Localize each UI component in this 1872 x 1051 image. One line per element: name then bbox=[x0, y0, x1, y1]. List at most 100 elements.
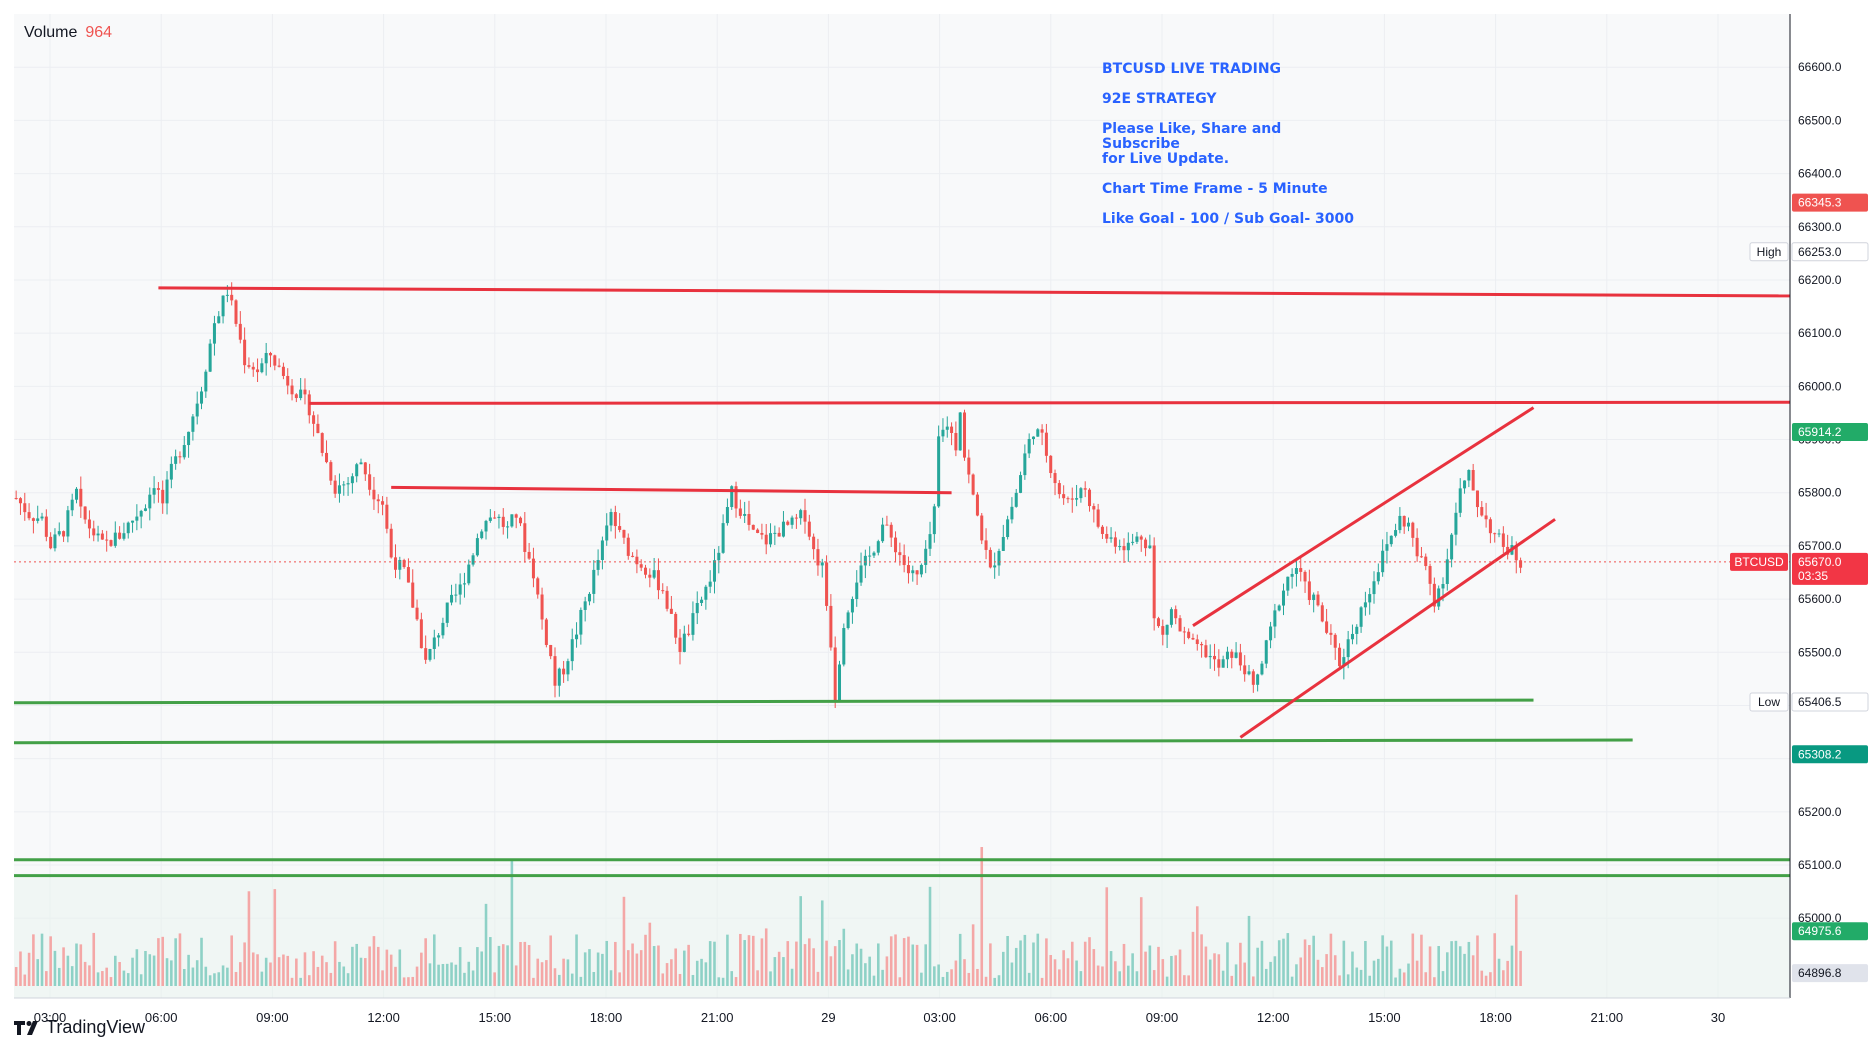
candle-body bbox=[1480, 507, 1484, 516]
time-tick-label: 03:00 bbox=[34, 1010, 67, 1025]
time-tick-label: 09:00 bbox=[256, 1010, 289, 1025]
candle-body bbox=[721, 523, 725, 553]
candle-body bbox=[230, 294, 234, 301]
candle-body bbox=[1049, 455, 1053, 474]
candle-body bbox=[1156, 618, 1160, 627]
candle-body bbox=[967, 457, 971, 475]
candle-body bbox=[1342, 657, 1346, 667]
candle-body bbox=[161, 489, 165, 504]
volume-bar bbox=[1083, 941, 1087, 986]
candle-body bbox=[118, 532, 122, 539]
candle-body bbox=[475, 538, 479, 556]
volume-bar bbox=[997, 975, 1001, 986]
candle-body bbox=[915, 570, 919, 575]
candle-body bbox=[506, 526, 510, 528]
candle-body bbox=[1195, 639, 1199, 645]
volume-bar bbox=[695, 960, 699, 986]
candle-body bbox=[221, 295, 225, 317]
candle-body bbox=[1264, 640, 1268, 664]
volume-bar bbox=[545, 960, 548, 986]
volume-bar bbox=[161, 936, 165, 986]
price-axis[interactable]: 66600.0 66500.0 66400.0 66300.0 66200.0 66100… bbox=[1730, 0, 1872, 1051]
volume-bar bbox=[691, 974, 695, 986]
candle-body bbox=[1187, 631, 1191, 638]
candle-body bbox=[769, 533, 773, 545]
candle-body bbox=[1281, 590, 1286, 606]
volume-bar bbox=[1489, 972, 1492, 986]
candle-body bbox=[74, 488, 79, 500]
time-tick-label: 15:00 bbox=[479, 1010, 512, 1025]
volume-bar bbox=[734, 977, 738, 986]
candle-body bbox=[31, 518, 35, 521]
volume-bar bbox=[1342, 940, 1346, 986]
volume-bar bbox=[1045, 938, 1048, 986]
support-line bbox=[13, 738, 1633, 745]
candle-body bbox=[501, 516, 505, 527]
time-axis[interactable]: 03:00 06:00 09:00 12:00 15:00 18:00 21:00 29 03:… bbox=[14, 997, 1790, 1025]
volume-bar bbox=[1049, 955, 1053, 986]
volume-bar bbox=[1058, 969, 1061, 986]
candle-body bbox=[1329, 632, 1333, 635]
volume-bar bbox=[182, 968, 186, 986]
candle-body bbox=[454, 594, 458, 596]
volume-indicator-label[interactable]: Volume 964 bbox=[24, 24, 112, 42]
volume-bar bbox=[1364, 941, 1367, 986]
candle-body bbox=[1027, 439, 1031, 454]
candle-body bbox=[1148, 545, 1152, 549]
volume-bar bbox=[364, 958, 367, 986]
volume-bar bbox=[920, 972, 923, 986]
volume-bar bbox=[1316, 959, 1320, 986]
candle-body bbox=[100, 533, 104, 540]
volume-bar bbox=[519, 942, 522, 986]
candle-body bbox=[398, 560, 402, 570]
volume-bar bbox=[213, 973, 216, 986]
volume-bar bbox=[269, 962, 272, 986]
volume-bar bbox=[1450, 941, 1453, 986]
brand-name: TradingView bbox=[46, 1017, 146, 1037]
candle-body bbox=[803, 510, 807, 522]
candle-body bbox=[480, 531, 484, 539]
volume-bar bbox=[53, 950, 57, 986]
volume-bar bbox=[769, 971, 772, 986]
candle-body bbox=[587, 593, 591, 602]
candle-body bbox=[833, 647, 837, 701]
tradingview-branding[interactable]: TradingView bbox=[14, 1017, 145, 1038]
candle-body bbox=[975, 494, 979, 516]
candle-body bbox=[1135, 536, 1139, 542]
price-label-text: 65406.5 bbox=[1798, 695, 1842, 709]
price-label-text: 66345.3 bbox=[1798, 196, 1842, 210]
candle-body bbox=[337, 485, 341, 494]
volume-bar bbox=[1226, 942, 1229, 986]
candle-body bbox=[747, 513, 751, 525]
candle-body bbox=[984, 540, 988, 550]
candle-body bbox=[626, 537, 630, 556]
volume-bar bbox=[881, 969, 884, 986]
volume-bar bbox=[751, 935, 755, 986]
candle-body bbox=[458, 584, 462, 595]
volume-bar bbox=[808, 938, 811, 986]
candle-body bbox=[695, 602, 699, 614]
countdown-text: 03:35 bbox=[1798, 569, 1828, 583]
volume-bar bbox=[101, 971, 104, 986]
volume-bar bbox=[424, 938, 427, 986]
candle-body bbox=[187, 431, 191, 446]
candle-body bbox=[1062, 494, 1066, 499]
candle-body bbox=[1303, 571, 1307, 582]
candle-body bbox=[725, 507, 729, 524]
volume-bar bbox=[795, 941, 798, 986]
volume-bar bbox=[346, 973, 350, 986]
candle-body bbox=[1057, 483, 1061, 495]
candle-body bbox=[303, 389, 307, 395]
price-tick-label: 66400.0 bbox=[1798, 167, 1842, 181]
candle-body bbox=[1053, 473, 1057, 484]
volume-bar bbox=[588, 949, 591, 986]
volume-bar bbox=[1325, 954, 1328, 986]
candle-body bbox=[273, 355, 277, 366]
volume-bar bbox=[230, 935, 233, 986]
volume-bar bbox=[1191, 931, 1195, 986]
candle-body bbox=[217, 316, 221, 324]
volume-bar bbox=[1333, 955, 1337, 986]
volume-bar bbox=[1204, 946, 1208, 986]
candle-body bbox=[1385, 544, 1389, 551]
